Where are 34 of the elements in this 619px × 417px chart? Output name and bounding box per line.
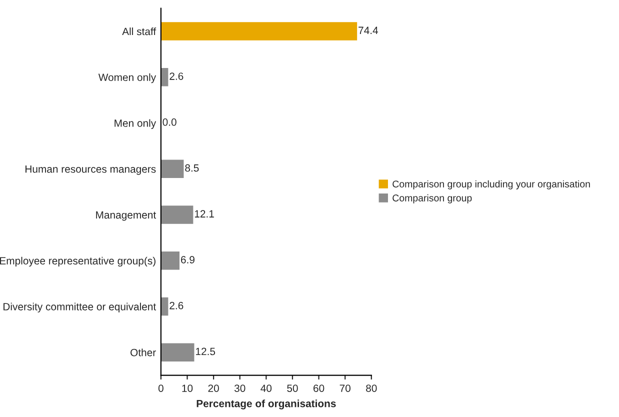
data-label: 2.6: [170, 72, 184, 80]
y-tick-label: Men only: [114, 119, 156, 129]
x-tick-label: 10: [182, 384, 193, 392]
legend-label: Comparison group: [392, 194, 472, 204]
y-tick-label: Women only: [98, 73, 156, 84]
bar: [160, 251, 180, 270]
x-tick-label: 80: [366, 384, 377, 392]
data-label: 0.0: [162, 118, 176, 126]
data-label: 8.5: [185, 164, 199, 172]
legend-label: Comparison group including your organisation: [392, 180, 590, 190]
y-tick-label: Employee representative group(s): [0, 256, 156, 267]
x-axis-title: Percentage of organisations: [196, 400, 336, 410]
data-label: 12.5: [196, 348, 216, 356]
y-tick-label: All staff: [122, 28, 156, 36]
x-tick-label: 0: [158, 384, 164, 392]
x-tick-label: 50: [287, 384, 298, 392]
x-tick-label: 30: [234, 384, 246, 392]
bar: [160, 160, 184, 178]
y-tick-label: Human resources managers: [26, 165, 156, 175]
data-label: 2.6: [170, 302, 184, 310]
bar: [160, 206, 194, 224]
x-tick-label: 70: [340, 384, 350, 392]
y-tick-label: Diversity committee or equivalent: [4, 302, 156, 312]
bar: [160, 22, 358, 40]
x-tick-label: 60: [314, 384, 324, 392]
data-label: 6.9: [181, 256, 194, 264]
y-tick-label: Management: [96, 211, 156, 221]
y-tick-label: Other: [130, 348, 156, 356]
bar: [160, 68, 168, 86]
x-tick-label: 20: [208, 384, 219, 392]
data-label: 74.4: [358, 26, 378, 34]
data-label: 12.1: [194, 210, 214, 218]
bar: [160, 343, 194, 362]
x-tick-label: 40: [260, 384, 272, 392]
